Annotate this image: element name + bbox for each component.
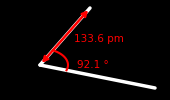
Text: 133.6 pm: 133.6 pm xyxy=(74,34,124,44)
Text: 92.1 °: 92.1 ° xyxy=(77,60,109,70)
